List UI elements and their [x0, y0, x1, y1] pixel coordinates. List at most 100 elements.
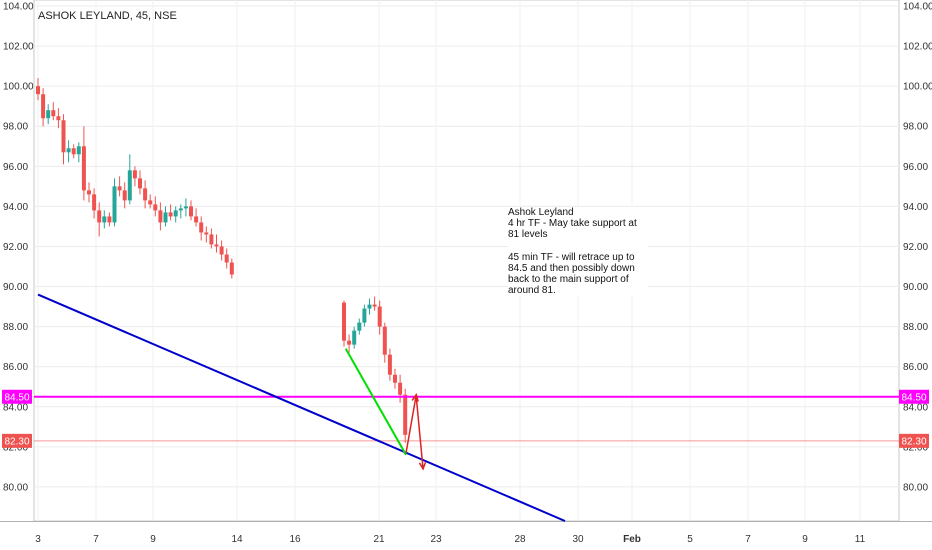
price-tick-left: 80.00 — [3, 482, 28, 493]
candle-body — [357, 322, 362, 331]
candle-body — [189, 206, 193, 217]
candle-body — [372, 304, 377, 307]
time-tick: 7 — [93, 534, 99, 545]
candle-body — [342, 302, 346, 341]
price-tick-right: 80.00 — [903, 482, 928, 493]
price-tick-left: 94.00 — [3, 202, 28, 213]
level-tag-right — [899, 433, 929, 448]
note-gap — [508, 241, 648, 252]
candle-body — [398, 382, 403, 395]
candle-body — [66, 148, 71, 153]
time-tick: 30 — [572, 534, 584, 545]
time-tick: 9 — [802, 534, 808, 545]
arrow-head — [418, 462, 427, 471]
candle-body — [224, 254, 229, 263]
level-tag-left — [2, 433, 32, 448]
price-axis-ticks: 80.00 80.00 82.00 82.00 84.00 84.00 86.00 86.00… — [3, 2, 932, 494]
time-tick: 3 — [35, 534, 41, 545]
time-tick: 23 — [430, 534, 442, 545]
price-tick-right: 96.00 — [903, 162, 928, 173]
time-tick: 5 — [687, 534, 693, 545]
candle-body — [102, 216, 107, 223]
price-tick-left: 90.00 — [3, 282, 28, 293]
time-tick: 14 — [231, 534, 243, 545]
time-axis-ticks: 3 7 9 14 16 21 23 28 30 Feb 5 7 9 11 — [35, 534, 865, 545]
green-trendline — [344, 348, 407, 456]
candle-body — [87, 190, 91, 195]
candle-body — [148, 200, 153, 205]
candle-body — [122, 190, 127, 201]
candle-body — [56, 116, 61, 121]
drawings — [34, 293, 899, 522]
candle-body — [51, 110, 56, 117]
candle-body — [362, 308, 367, 323]
note-line: Ashok Leyland — [508, 207, 574, 218]
candle-body — [219, 246, 224, 255]
candle-body — [46, 110, 51, 119]
price-tick-right: 94.00 — [903, 202, 928, 213]
candle-body — [163, 212, 168, 223]
price-tick-right: 100.00 — [903, 82, 932, 93]
candle-body — [61, 120, 66, 153]
candle-body — [168, 212, 173, 217]
candle-body — [173, 210, 178, 217]
candle-body — [352, 330, 357, 345]
price-tick-right: 82.00 — [903, 442, 928, 453]
time-axis-bg — [0, 522, 932, 550]
candle-body — [153, 204, 158, 211]
time-tick: 21 — [373, 534, 385, 545]
candle-body — [97, 210, 102, 223]
candle-body — [41, 94, 46, 119]
candle-body — [183, 206, 188, 209]
price-tick-right: 90.00 — [903, 282, 928, 293]
candle-body — [76, 146, 81, 155]
candle-body — [132, 170, 137, 179]
time-tick: 28 — [514, 534, 526, 545]
price-tick-left: 98.00 — [3, 122, 28, 133]
chart-title: ASHOK LEYLAND, 45, NSE — [38, 10, 177, 22]
price-tick-left: 100.00 — [3, 82, 34, 93]
candle-body — [403, 394, 408, 435]
price-tick-right: 104.00 — [903, 2, 932, 13]
note-line: 4 hr TF - May take support at 81 levels — [508, 218, 637, 241]
candle-body — [377, 306, 382, 327]
candle-body — [199, 222, 204, 233]
candle-body — [214, 244, 219, 247]
candle-body — [347, 340, 352, 345]
candle-body — [194, 216, 199, 223]
candles — [36, 78, 408, 443]
projection-arrow — [405, 394, 417, 453]
time-tick: 7 — [745, 534, 751, 545]
price-tick-left: 104.00 — [3, 2, 34, 13]
level-tag-right-text: 84.50 — [901, 392, 926, 403]
blue-trendline — [37, 293, 566, 522]
level-labels: 84.50 84.50 82.30 82.30 — [2, 389, 929, 448]
candle-body — [71, 148, 76, 155]
level-tag-left-text: 82.30 — [4, 436, 29, 447]
annotation-note: Ashok Leyland 4 hr TF - May take support… — [508, 207, 648, 297]
projection-arrow — [415, 396, 424, 469]
candle-body — [92, 194, 97, 211]
candle-body — [158, 210, 163, 223]
price-tick-left: 96.00 — [3, 162, 28, 173]
price-tick-left: 86.00 — [3, 362, 28, 373]
time-tick: Feb — [623, 534, 641, 545]
candle-body — [229, 262, 234, 275]
plot-frame — [33, 0, 900, 522]
candle-body — [209, 234, 214, 245]
time-tick: 11 — [855, 534, 866, 545]
price-tick-right: 98.00 — [903, 122, 928, 133]
price-tick-left: 84.00 — [3, 402, 28, 413]
price-tick-left: 88.00 — [3, 322, 28, 333]
price-tick-right: 92.00 — [903, 242, 928, 253]
price-tick-left: 82.00 — [3, 442, 28, 453]
price-tick-right: 88.00 — [903, 322, 928, 333]
candle-body — [143, 188, 148, 201]
time-tick: 16 — [289, 534, 301, 545]
price-tick-left: 102.00 — [3, 42, 34, 53]
price-tick-right: 84.00 — [903, 402, 928, 413]
level-tag-right-text: 82.30 — [901, 436, 926, 447]
candle-body — [81, 146, 86, 191]
